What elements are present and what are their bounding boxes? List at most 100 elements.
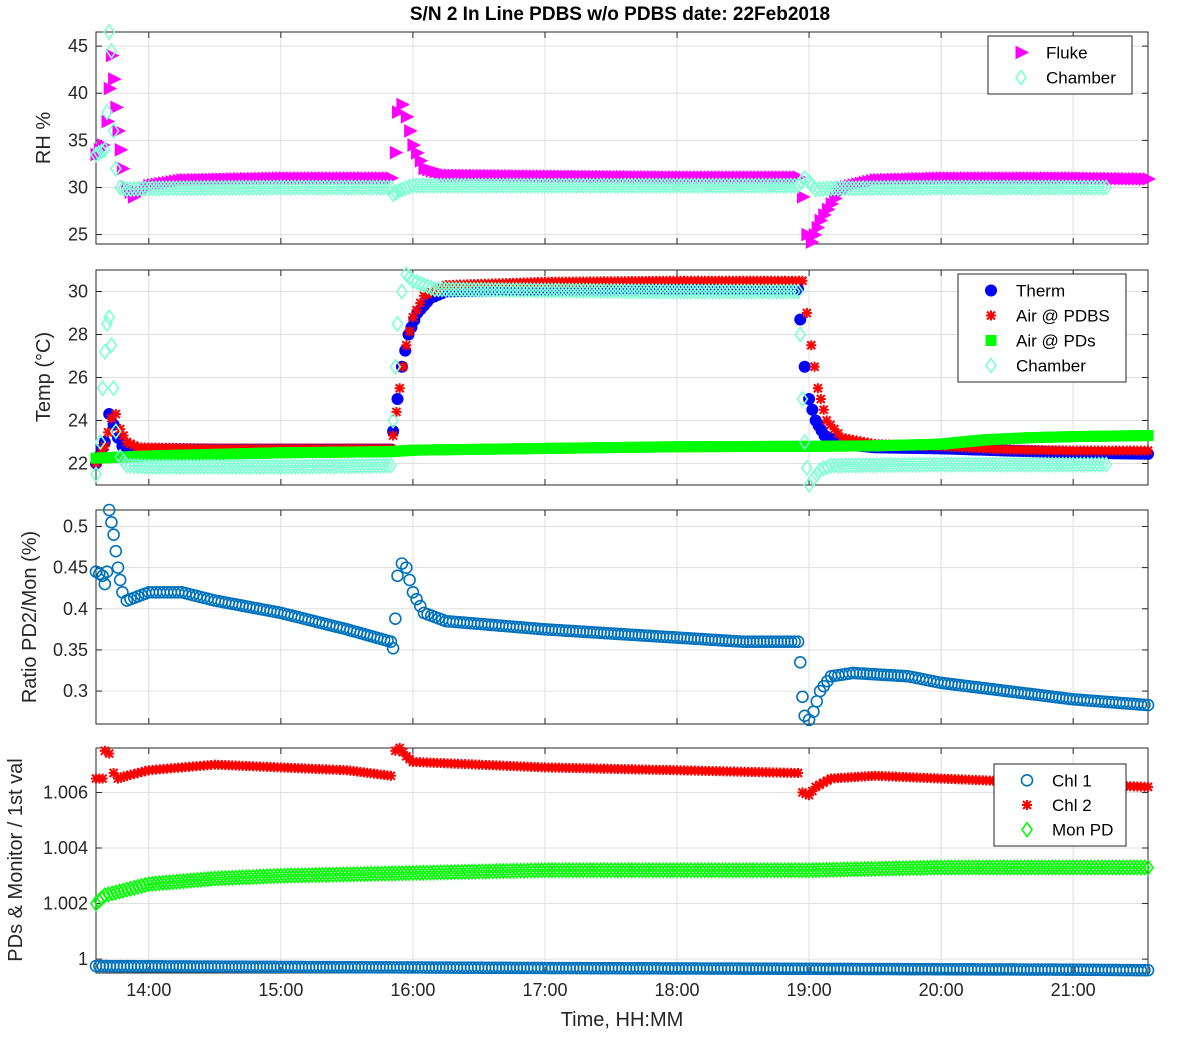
data-point-rh [400, 109, 415, 124]
data-point-temp [391, 406, 402, 417]
data-point-pds [1143, 781, 1153, 792]
data-point-rh [387, 185, 400, 203]
data-point-rh [396, 97, 411, 112]
legend-label-pds: Chl 1 [1052, 771, 1092, 790]
x-tick-label: 15:00 [258, 980, 303, 1000]
data-point-rh [105, 42, 118, 60]
x-tick-labels: 14:00 15:00 16:00 17:00 18:00 19:00 20:00 21:00 [126, 980, 1095, 1000]
data-point-temp [798, 360, 811, 373]
x-axis-label: Time, HH:MM [561, 1009, 684, 1031]
legend-label-pds: Chl 2 [1052, 796, 1092, 815]
data-point-temp [391, 393, 404, 405]
x-tick-label: 16:00 [390, 980, 435, 1000]
data-point-rh [390, 184, 403, 201]
data-point-rh [108, 72, 122, 86]
legend-rh: Fluke Chamber [987, 35, 1133, 95]
data-point-pds [793, 768, 804, 778]
data-point-pds [97, 773, 108, 784]
data-point-rh [392, 182, 405, 200]
x-tick-label: 18:00 [654, 980, 699, 1000]
data-point-rh [1100, 179, 1113, 196]
data-point-temp [404, 326, 415, 337]
data-point-rh [384, 179, 397, 196]
legend-pds: Chl 1 Chl 2 Mon PD [993, 763, 1127, 847]
y-axis-label-pds: PDs & Monitor / 1st val [5, 758, 27, 961]
y-tick-label-rh: 25 [68, 225, 88, 245]
y-axis-label-temp: Temp (°C) [33, 332, 55, 422]
data-point-rh [98, 141, 111, 159]
x-tick-label: 21:00 [1051, 980, 1096, 1000]
legend-label-temp: Chamber [1016, 357, 1086, 376]
figure-title: S/N 2 In Line PDBS w/o PDBS date: 22Feb2… [410, 4, 830, 25]
legend-marker-temp [985, 335, 997, 346]
y-ticks-rh: 25 30 35 40 45 [68, 36, 88, 244]
y-tick-label-rh: 30 [68, 177, 88, 197]
y-tick-label-pds: 1.006 [43, 782, 88, 802]
y-ticks-temp: 22 24 26 28 30 [68, 282, 88, 474]
data-point-rh [114, 142, 129, 157]
data-point-temp [801, 308, 812, 318]
x-tick-label: 19:00 [787, 980, 832, 1000]
data-point-rh [114, 179, 127, 196]
plot-area-rh [90, 23, 1157, 249]
data-point-pds [104, 748, 115, 759]
panel-temp: 22 24 26 28 30 Temp (°C) Therm Air @ PDBS Air … [33, 265, 1154, 494]
data-point-rh [110, 100, 124, 115]
legend-label-temp: Air @ PDBS [1016, 307, 1110, 326]
data-point-rh [103, 81, 118, 96]
y-axis-label-rh: RH % [33, 112, 55, 164]
data-point-rh [101, 103, 113, 121]
legend-label-temp: Air @ PDs [1016, 332, 1096, 351]
legend-marker-pds [1022, 800, 1032, 810]
y-axis-label-ratio: Ratio PD2/Mon (%) [19, 531, 41, 703]
y-tick-label-temp: 28 [68, 325, 88, 345]
x-tick-label: 17:00 [522, 980, 567, 1000]
data-point-rh [92, 144, 105, 162]
data-point-temp [388, 430, 399, 441]
legend-marker-temp [985, 284, 997, 297]
y-tick-label-ratio: 0.5 [63, 516, 88, 536]
data-point-temp [806, 403, 819, 416]
data-point-temp [394, 383, 405, 394]
y-tick-label-pds: 1 [78, 949, 88, 969]
data-point-temp [1143, 445, 1153, 456]
y-tick-label-temp: 22 [68, 454, 88, 474]
data-point-temp [407, 312, 418, 323]
series-rh-1 [90, 23, 1113, 203]
y-ticks-ratio: 0.3 0.35 0.4 0.45 0.5 [53, 516, 88, 701]
data-point-rh [103, 23, 116, 41]
data-point-temp [103, 427, 114, 438]
y-tick-label-ratio: 0.35 [53, 640, 88, 660]
x-tick-label: 14:00 [126, 980, 171, 1000]
data-point-rh [109, 160, 122, 177]
data-point-temp [812, 383, 823, 394]
y-tick-label-temp: 24 [68, 411, 88, 431]
legend-marker-rh [1015, 69, 1027, 86]
y-tick-label-rh: 45 [68, 36, 88, 56]
data-point-rh [381, 179, 394, 196]
data-point-temp [401, 340, 412, 351]
data-point-temp [809, 361, 820, 372]
data-point-temp [815, 394, 826, 404]
data-point-rh [90, 146, 102, 163]
legend-label-temp: Therm [1016, 282, 1065, 301]
data-point-rh [796, 190, 811, 204]
data-point-temp [1142, 430, 1154, 442]
axes-rh [95, 31, 1149, 245]
data-point-temp [110, 409, 121, 420]
panel-ratio: 0.3 0.35 0.4 0.45 0.5 Ratio PD2/Mon (%) [19, 503, 1155, 727]
y-tick-label-ratio: 0.45 [53, 558, 88, 578]
y-tick-label-ratio: 0.4 [63, 599, 88, 619]
series-temp-2 [90, 430, 1154, 464]
data-point-rh [116, 161, 131, 176]
data-point-temp [818, 404, 829, 415]
data-point-temp [806, 340, 817, 351]
legend-label-rh: Fluke [1046, 44, 1088, 63]
data-point-rh [1096, 179, 1109, 196]
legend-label-rh: Chamber [1046, 69, 1116, 88]
data-point-rh [107, 122, 120, 140]
y-tick-label-pds: 1.002 [43, 894, 88, 914]
plot-area-temp [90, 265, 1154, 494]
legend-box-rh [987, 35, 1133, 95]
